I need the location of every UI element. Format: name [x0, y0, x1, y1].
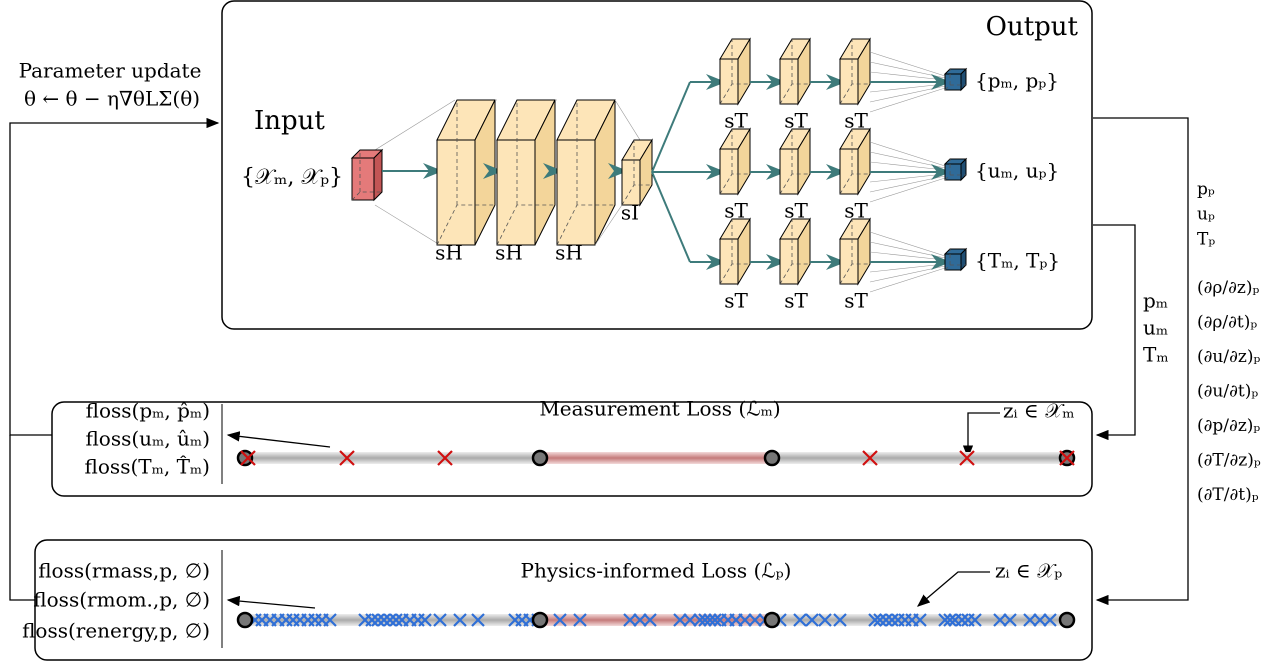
layer-front: [497, 140, 535, 245]
point-dot: [533, 613, 547, 627]
update-wire-2: [10, 435, 35, 600]
physics-output: (∂ρ/∂z)ₚ: [1197, 278, 1260, 298]
update-title: Parameter update: [19, 59, 202, 83]
head-output: {pₘ, pₚ}: [975, 69, 1059, 93]
layer: [945, 69, 966, 90]
layer-front: [622, 160, 640, 205]
layer-front: [720, 239, 738, 284]
physics-output: uₚ: [1197, 205, 1215, 225]
point-dot: [238, 613, 252, 627]
physics-wire: [1093, 118, 1188, 600]
physics-output: Tₚ: [1197, 230, 1215, 250]
layer-front: [352, 158, 374, 200]
layer-front: [780, 59, 798, 104]
point-dot: [1060, 613, 1074, 627]
loss-term: floss(rmass,p, ∅): [38, 559, 210, 583]
output-label: Output: [986, 12, 1079, 42]
loss-term: floss(pₘ, p̂ₘ): [86, 399, 210, 423]
layer: [557, 100, 615, 245]
measurement-wire: [1093, 225, 1135, 435]
layer-front: [780, 149, 798, 194]
point-dot: [533, 451, 547, 465]
loss-term: floss(Tₘ, T̂ₘ): [85, 455, 210, 479]
layer-label: sH: [435, 241, 463, 265]
measurement-output: uₘ: [1143, 316, 1168, 340]
points-label: zᵢ ∈ 𝒳ₚ: [995, 559, 1062, 583]
head-output: {Tₘ, Tₚ}: [975, 249, 1060, 273]
layer-side: [374, 150, 382, 200]
layer-label: sI: [621, 201, 639, 225]
loss-title: Physics-informed Loss (ℒₚ): [521, 559, 792, 583]
layer-front: [720, 149, 738, 194]
layer-front: [840, 59, 858, 104]
physics-output: (∂T/∂t)ₚ: [1197, 485, 1259, 505]
rod-section: [540, 452, 772, 464]
layer-front: [557, 140, 595, 245]
layer-front: [437, 140, 475, 245]
layer-label: sH: [555, 241, 583, 265]
layer-label: sT: [784, 289, 808, 313]
layer-front: [840, 239, 858, 284]
loss-title: Measurement Loss (ℒₘ): [539, 397, 780, 421]
update-rule: θ ← θ − η∇θLΣ(θ): [24, 87, 200, 111]
layer-label: sT: [844, 289, 868, 313]
measurement-output: pₘ: [1143, 289, 1168, 313]
physics-output: (∂u/∂t)ₚ: [1197, 382, 1258, 402]
layer-label: sT: [724, 289, 748, 313]
physics-output: (∂T/∂z)ₚ: [1197, 451, 1261, 471]
layer-front: [840, 149, 858, 194]
physics-output: (∂u/∂z)ₚ: [1197, 347, 1260, 367]
physics-output: (∂p/∂z)ₚ: [1197, 416, 1260, 436]
layer: [497, 100, 555, 245]
point-dot: [238, 451, 252, 465]
physics-output: pₚ: [1197, 180, 1215, 200]
layer: [945, 159, 966, 180]
physics-output: (∂ρ/∂t)ₚ: [1197, 313, 1257, 333]
diagram: sHsHsHsIsTsTsTsTsTsTsTsTsT Parameter upd…: [0, 0, 1273, 665]
measurement-output: Tₘ: [1143, 343, 1169, 367]
layer-front: [720, 59, 738, 104]
input-set: {𝒳ₘ, 𝒳ₚ}: [241, 165, 343, 190]
update-wire: [10, 123, 218, 435]
loss-term: floss(renergy,p, ∅): [22, 619, 210, 643]
input-label: Input: [254, 106, 325, 136]
layer-label: sH: [495, 241, 523, 265]
loss-term: floss(uₘ, ûₘ): [85, 427, 210, 451]
head-output: {uₘ, uₚ}: [975, 159, 1059, 183]
loss-term: floss(rmom.,p, ∅): [33, 588, 210, 612]
point-dot: [765, 451, 779, 465]
layer: [437, 100, 495, 245]
layer-front: [780, 239, 798, 284]
point-dot: [765, 613, 779, 627]
layer: [352, 150, 382, 200]
points-label: zᵢ ∈ 𝒳ₘ: [1003, 399, 1075, 423]
layer: [945, 249, 966, 270]
